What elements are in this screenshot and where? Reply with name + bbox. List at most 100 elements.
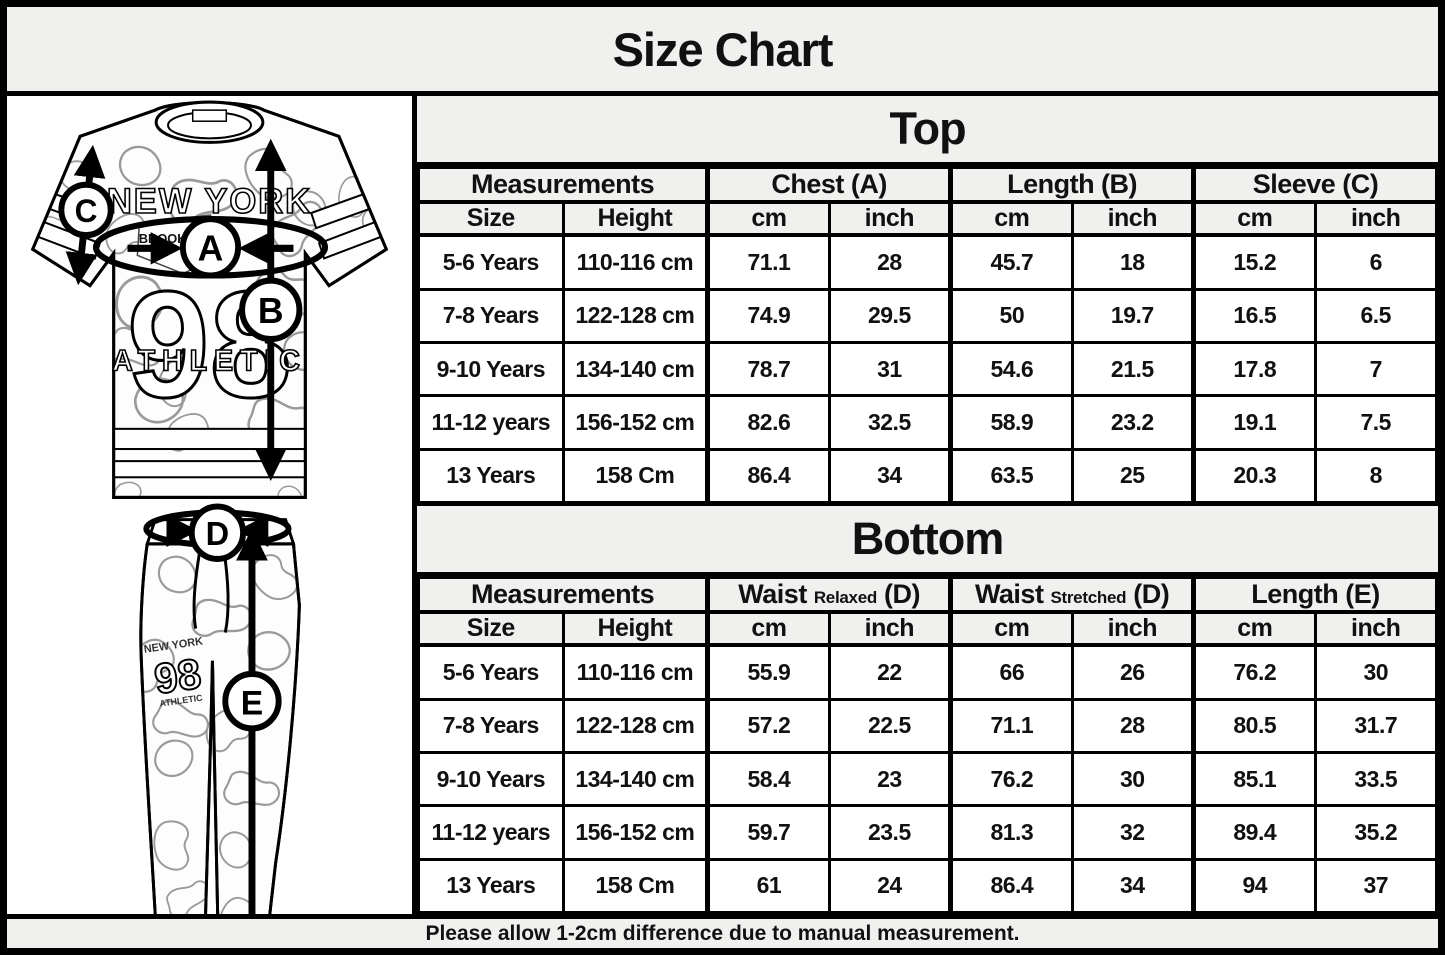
label-b: B (258, 290, 284, 331)
bottom-table-title: Bottom (417, 506, 1438, 576)
bottom-size-section: Bottom Measurements Waist Relaxe (416, 504, 1438, 915)
value-cell: 24 (827, 857, 953, 915)
value-cell: 22 (827, 643, 953, 701)
value-cell: 23.2 (1070, 394, 1196, 451)
unit-header: cm (1191, 610, 1317, 647)
size-cell: 5-6 Years (417, 233, 565, 291)
value-cell: 80.5 (1191, 697, 1317, 755)
top-size-table: Measurements Chest (A) Length (B) Sleeve… (416, 166, 1438, 505)
length-header: Length (E) (1191, 576, 1438, 614)
waist-word: Waist (974, 579, 1044, 609)
bottom-size-table: Measurements Waist Relaxed (D) Waist Str… (416, 576, 1438, 915)
unit-header: inch (1070, 610, 1196, 647)
measurement-note: Please allow 1-2cm difference due to man… (7, 914, 1438, 948)
label-e: E (241, 684, 263, 722)
unit-header: inch (827, 610, 953, 647)
size-cell: 9-10 Years (417, 751, 565, 808)
waist-word: Waist (738, 579, 807, 609)
measure-arrow-chest: A (92, 216, 329, 279)
size-table-row: 13 Years 158 Cm 86.4 34 63.5 25 20.3 8 (417, 447, 1438, 505)
unit-header: cm (1191, 200, 1317, 237)
shirt-bottom-text: ATHLETIC (112, 345, 307, 377)
unit-header: inch (1070, 200, 1196, 237)
tables-panel: Top Measurements Chest (A) Length (B) (416, 96, 1438, 915)
measurements-header: Measurements (416, 166, 710, 204)
unit-header: cm (948, 200, 1074, 237)
top-table-body: 5-6 Years 110-116 cm 71.1 28 45.7 18 15.2 6 7-8 … (417, 233, 1438, 505)
value-cell: 74.9 (705, 287, 831, 345)
size-cell: 11-12 years (417, 394, 565, 451)
unit-header: inch (1313, 200, 1438, 237)
height-cell: 158 Cm (561, 447, 710, 505)
value-cell: 15.2 (1191, 233, 1317, 291)
size-table-row: 9-10 Years 134-140 cm 58.4 23 76.2 30 85.1 33.5 (417, 751, 1438, 808)
shirt-brand-text: NEW YORK (107, 182, 312, 221)
value-cell: 34 (827, 447, 953, 505)
value-cell: 25 (1070, 447, 1196, 505)
value-cell: 31 (827, 341, 953, 398)
value-cell: 86.4 (948, 857, 1074, 915)
height-cell: 110-116 cm (561, 643, 710, 701)
value-cell: 86.4 (705, 447, 831, 505)
value-cell: 89.4 (1191, 804, 1317, 861)
label-c: C (75, 193, 98, 229)
stretched-word: Stretched (1050, 588, 1127, 607)
value-cell: 22.5 (827, 697, 953, 755)
value-cell: 23 (827, 751, 953, 808)
unit-header: cm (705, 200, 831, 237)
value-cell: 16.5 (1191, 287, 1317, 345)
size-table-row: 7-8 Years 122-128 cm 57.2 22.5 71.1 28 80.5 31.… (417, 697, 1438, 755)
value-cell: 23.5 (827, 804, 953, 861)
unit-header: inch (827, 200, 953, 237)
value-cell: 6.5 (1313, 287, 1438, 345)
value-cell: 30 (1313, 643, 1438, 701)
height-cell: 122-128 cm (561, 287, 710, 345)
size-cell: 7-8 Years (417, 287, 565, 345)
size-guide-illustration: NEW YORK BROOKLYN 98 ATHLETIC NEW YORK 9… (30, 100, 389, 914)
group-header-row: Measurements Waist Relaxed (D) Waist Str… (416, 576, 1438, 614)
relaxed-word: Relaxed (813, 588, 877, 607)
measure-arrow-bottom-length: E (222, 528, 282, 914)
size-cell: 11-12 years (417, 804, 565, 861)
value-cell: 37 (1313, 857, 1438, 915)
height-cell: 156-152 cm (561, 394, 710, 451)
waist-letter: (D) (1133, 579, 1170, 609)
value-cell: 21.5 (1070, 341, 1196, 398)
value-cell: 29.5 (827, 287, 953, 345)
value-cell: 7.5 (1313, 394, 1438, 451)
size-table-row: 7-8 Years 122-128 cm 74.9 29.5 50 19.7 16.5 6.5 (417, 287, 1438, 345)
waist-relaxed-header: Waist Relaxed (D) (705, 576, 953, 614)
height-cell: 122-128 cm (561, 697, 710, 755)
height-column-header: Height (561, 610, 710, 647)
sub-header-row: Size Height cm inch cm inch cm inch (417, 610, 1438, 647)
value-cell: 30 (1070, 751, 1196, 808)
measure-arrow-sleeve: C (58, 144, 114, 286)
value-cell: 58.4 (705, 751, 831, 808)
value-cell: 82.6 (705, 394, 831, 451)
unit-header: inch (1313, 610, 1438, 647)
size-table-row: 5-6 Years 110-116 cm 55.9 22 66 26 76.2 30 (417, 643, 1438, 701)
collar (154, 100, 265, 144)
height-cell: 156-152 cm (561, 804, 710, 861)
waist-stretched-header: Waist Stretched (D) (948, 576, 1196, 614)
value-cell: 28 (827, 233, 953, 291)
size-column-header: Size (417, 610, 565, 647)
size-column-header: Size (417, 200, 565, 237)
chest-header: Chest (A) (705, 166, 953, 204)
value-cell: 20.3 (1191, 447, 1317, 505)
value-cell: 54.6 (948, 341, 1074, 398)
pants-print: NEW YORK 98 ATHLETIC (143, 635, 205, 708)
size-table-row: 11-12 years 156-152 cm 59.7 23.5 81.3 32 89.4 3… (417, 804, 1438, 861)
value-cell: 81.3 (948, 804, 1074, 861)
value-cell: 94 (1191, 857, 1317, 915)
value-cell: 32 (1070, 804, 1196, 861)
top-table-title: Top (417, 96, 1438, 166)
value-cell: 76.2 (1191, 643, 1317, 701)
label-a: A (198, 227, 224, 268)
value-cell: 26 (1070, 643, 1196, 701)
value-cell: 71.1 (705, 233, 831, 291)
value-cell: 45.7 (948, 233, 1074, 291)
value-cell: 6 (1313, 233, 1438, 291)
unit-header: cm (705, 610, 831, 647)
